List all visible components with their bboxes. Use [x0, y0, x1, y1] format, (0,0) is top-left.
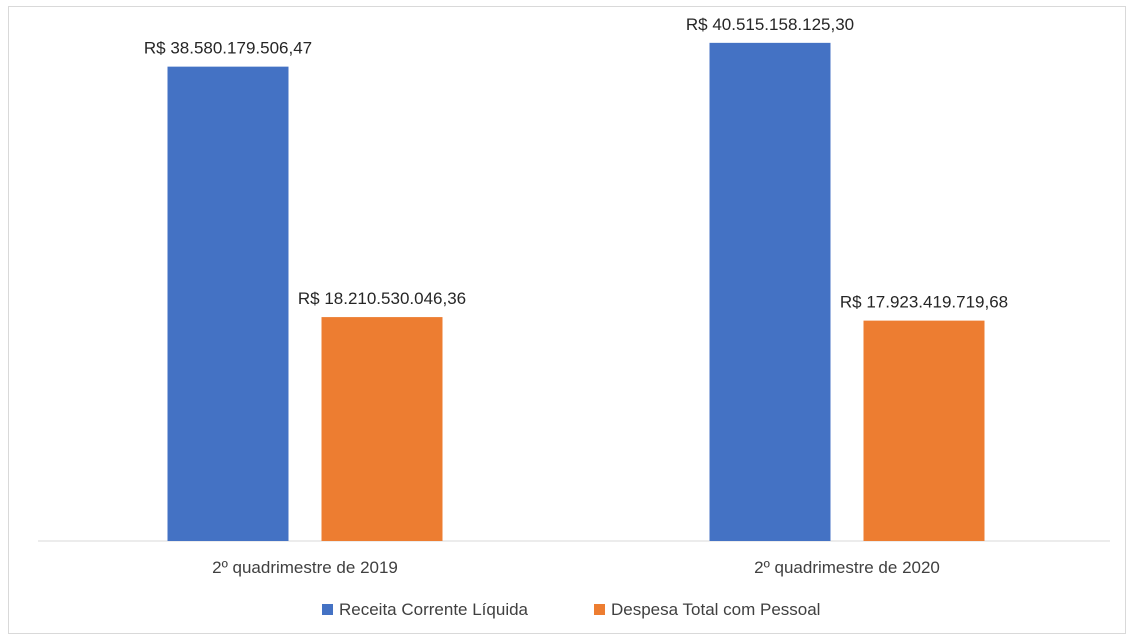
- data-label-despesa-2: R$ 17.923.419.719,68: [840, 293, 1008, 312]
- bars-layer: [167, 42, 985, 541]
- legend: Receita Corrente Líquida Despesa Total co…: [322, 600, 820, 619]
- data-label-despesa-1: R$ 18.210.530.046,36: [298, 289, 466, 308]
- category-ticks: 2º quadrimestre de 2019 2º quadrimestre d…: [212, 558, 940, 577]
- data-label-receita-1: R$ 38.580.179.506,47: [144, 39, 312, 58]
- legend-label-receita: Receita Corrente Líquida: [339, 600, 529, 619]
- labels-layer: R$ 38.580.179.506,47 R$ 18.210.530.046,36…: [144, 15, 1008, 312]
- category-tick-label: 2º quadrimestre de 2019: [212, 558, 398, 577]
- legend-label-despesa: Despesa Total com Pessoal: [611, 600, 820, 619]
- bar-receita-2: [709, 42, 831, 541]
- bar-despesa-2: [863, 320, 985, 541]
- legend-swatch-receita: [322, 604, 333, 615]
- data-label-receita-2: R$ 40.515.158.125,30: [686, 15, 854, 34]
- bar-receita-1: [167, 66, 289, 541]
- legend-swatch-despesa: [594, 604, 605, 615]
- bar-despesa-1: [321, 317, 443, 541]
- category-tick-label: 2º quadrimestre de 2020: [754, 558, 940, 577]
